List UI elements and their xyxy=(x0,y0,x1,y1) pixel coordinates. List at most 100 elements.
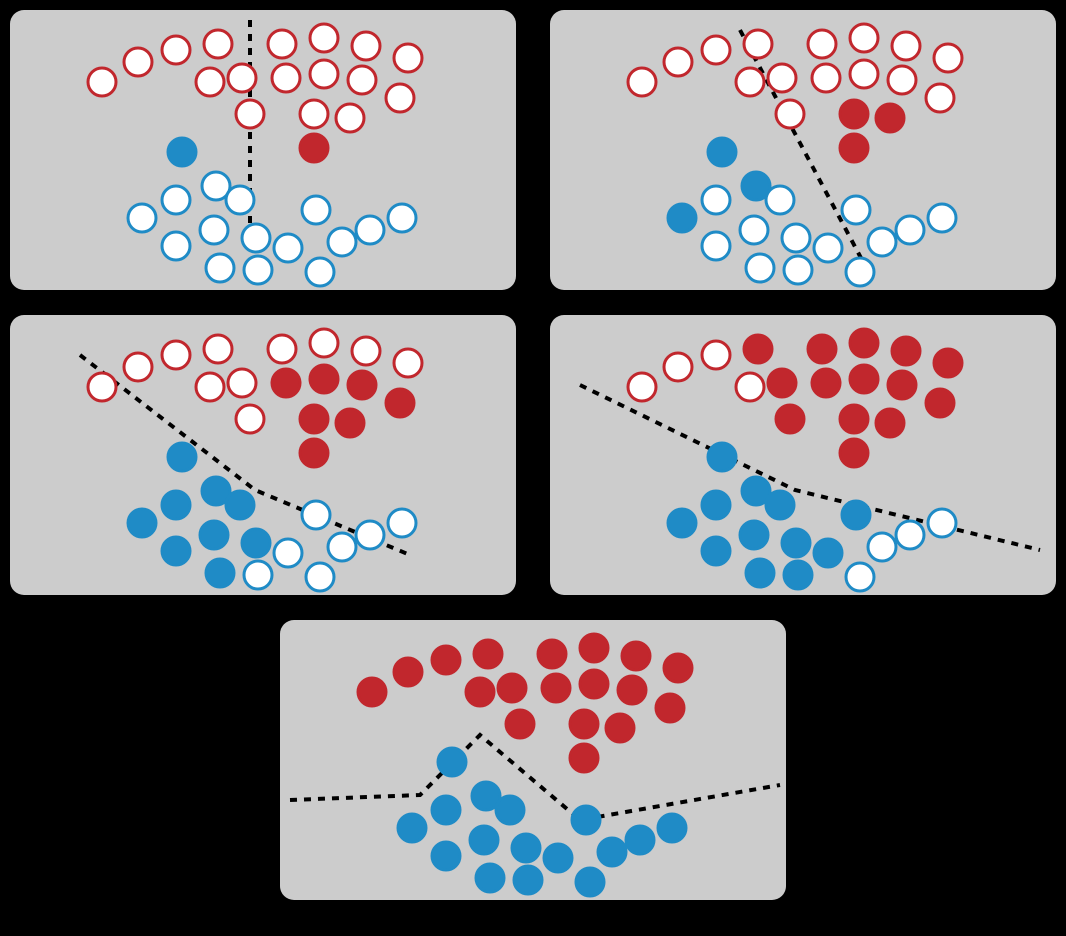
blue-point-filled xyxy=(702,537,730,565)
red-point-outline xyxy=(310,60,338,88)
red-point-outline xyxy=(744,30,772,58)
blue-point-filled xyxy=(162,491,190,519)
red-point-outline xyxy=(336,104,364,132)
red-point-outline xyxy=(162,341,190,369)
blue-point-outline xyxy=(274,539,302,567)
red-point-outline xyxy=(236,100,264,128)
red-point-outline xyxy=(228,64,256,92)
blue-point-filled xyxy=(470,826,498,854)
blue-point-outline xyxy=(740,216,768,244)
red-point-filled xyxy=(744,335,772,363)
blue-point-outline xyxy=(814,234,842,262)
blue-point-filled xyxy=(784,561,812,589)
blue-point-outline xyxy=(896,216,924,244)
red-point-filled xyxy=(348,371,376,399)
panel-1 xyxy=(10,10,516,290)
blue-point-outline xyxy=(244,256,272,284)
blue-point-outline xyxy=(846,258,874,286)
blue-point-outline xyxy=(702,186,730,214)
blue-point-outline xyxy=(128,204,156,232)
blue-point-outline xyxy=(928,204,956,232)
blue-point-filled xyxy=(162,537,190,565)
red-point-outline xyxy=(934,44,962,72)
red-point-filled xyxy=(622,642,650,670)
red-point-outline xyxy=(850,24,878,52)
blue-point-filled xyxy=(128,509,156,537)
red-point-filled xyxy=(934,349,962,377)
red-point-outline xyxy=(124,48,152,76)
red-point-filled xyxy=(840,405,868,433)
red-point-outline xyxy=(776,100,804,128)
red-point-filled xyxy=(542,674,570,702)
blue-point-filled xyxy=(398,814,426,842)
blue-point-outline xyxy=(784,256,812,284)
red-point-filled xyxy=(606,714,634,742)
blue-point-outline xyxy=(746,254,774,282)
blue-point-filled xyxy=(740,521,768,549)
blue-point-filled xyxy=(168,138,196,166)
red-point-outline xyxy=(768,64,796,92)
red-point-filled xyxy=(538,640,566,668)
red-point-filled xyxy=(892,337,920,365)
red-point-outline xyxy=(204,335,232,363)
red-point-outline xyxy=(228,369,256,397)
red-point-outline xyxy=(892,32,920,60)
blue-point-outline xyxy=(388,509,416,537)
red-point-outline xyxy=(268,335,296,363)
red-point-outline xyxy=(736,373,764,401)
blue-point-outline xyxy=(242,224,270,252)
red-point-outline xyxy=(394,349,422,377)
red-point-outline xyxy=(352,32,380,60)
red-point-filled xyxy=(876,104,904,132)
red-point-outline xyxy=(926,84,954,112)
red-point-outline xyxy=(664,48,692,76)
red-point-filled xyxy=(300,439,328,467)
blue-point-outline xyxy=(306,563,334,591)
blue-point-outline xyxy=(162,186,190,214)
blue-point-filled xyxy=(432,796,460,824)
blue-point-outline xyxy=(244,561,272,589)
blue-point-outline xyxy=(302,196,330,224)
blue-point-outline xyxy=(206,254,234,282)
red-point-filled xyxy=(300,405,328,433)
red-point-outline xyxy=(204,30,232,58)
red-point-filled xyxy=(466,678,494,706)
blue-point-filled xyxy=(544,844,572,872)
red-point-outline xyxy=(808,30,836,58)
blue-point-filled xyxy=(766,491,794,519)
blue-point-filled xyxy=(496,796,524,824)
blue-point-outline xyxy=(226,186,254,214)
red-point-outline xyxy=(812,64,840,92)
red-point-filled xyxy=(926,389,954,417)
red-point-filled xyxy=(840,100,868,128)
red-point-filled xyxy=(850,365,878,393)
red-point-filled xyxy=(876,409,904,437)
red-point-filled xyxy=(498,674,526,702)
red-point-filled xyxy=(336,409,364,437)
blue-point-filled xyxy=(842,501,870,529)
blue-point-outline xyxy=(306,258,334,286)
red-point-outline xyxy=(268,30,296,58)
blue-point-filled xyxy=(242,529,270,557)
red-point-outline xyxy=(736,68,764,96)
red-point-outline xyxy=(196,373,224,401)
red-point-outline xyxy=(352,337,380,365)
red-point-outline xyxy=(310,329,338,357)
blue-point-filled xyxy=(668,509,696,537)
red-point-outline xyxy=(628,373,656,401)
blue-point-outline xyxy=(868,533,896,561)
red-point-outline xyxy=(88,373,116,401)
blue-point-filled xyxy=(206,559,234,587)
red-point-outline xyxy=(272,64,300,92)
blue-point-outline xyxy=(328,228,356,256)
red-point-outline xyxy=(888,66,916,94)
red-point-filled xyxy=(580,634,608,662)
red-point-filled xyxy=(474,640,502,668)
red-point-filled xyxy=(840,134,868,162)
red-point-filled xyxy=(300,134,328,162)
panel-5 xyxy=(280,620,786,900)
blue-point-filled xyxy=(512,834,540,862)
blue-point-filled xyxy=(708,138,736,166)
red-point-filled xyxy=(580,670,608,698)
red-point-outline xyxy=(702,341,730,369)
